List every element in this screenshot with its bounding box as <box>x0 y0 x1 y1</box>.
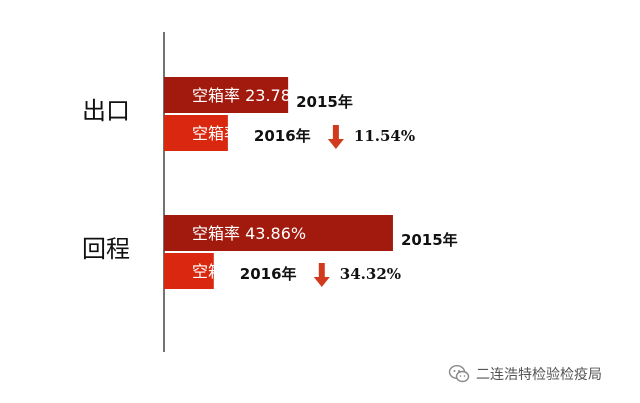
series-year-label: 2015年 <box>401 231 458 249</box>
series-year-label: 2016年 <box>240 265 297 283</box>
series-year-label: 2016年 <box>254 127 311 145</box>
category-label: 出口 <box>82 97 130 125</box>
down-arrow-icon <box>313 263 330 287</box>
watermark: 二连浩特检验检疫局 <box>448 362 602 386</box>
bar-value-label: 空箱率 43.86% <box>192 224 306 243</box>
bar <box>164 77 289 113</box>
bar <box>164 215 393 251</box>
bar-value-label: 空箱率 9.54% <box>192 262 296 281</box>
change-annotation: 11.54% <box>354 127 415 145</box>
series-year-label: 2015年 <box>296 93 353 111</box>
category-label: 回程 <box>82 235 130 263</box>
bar <box>164 115 228 151</box>
bar-value-label: 空箱率 12.24% <box>192 124 306 143</box>
change-annotation: 34.32% <box>340 265 401 283</box>
watermark-text: 二连浩特检验检疫局 <box>476 367 602 383</box>
bar-value-label: 空箱率 23.78% <box>192 86 306 105</box>
bar <box>164 253 214 289</box>
wechat-icon <box>448 364 470 383</box>
down-arrow-icon <box>327 125 344 149</box>
